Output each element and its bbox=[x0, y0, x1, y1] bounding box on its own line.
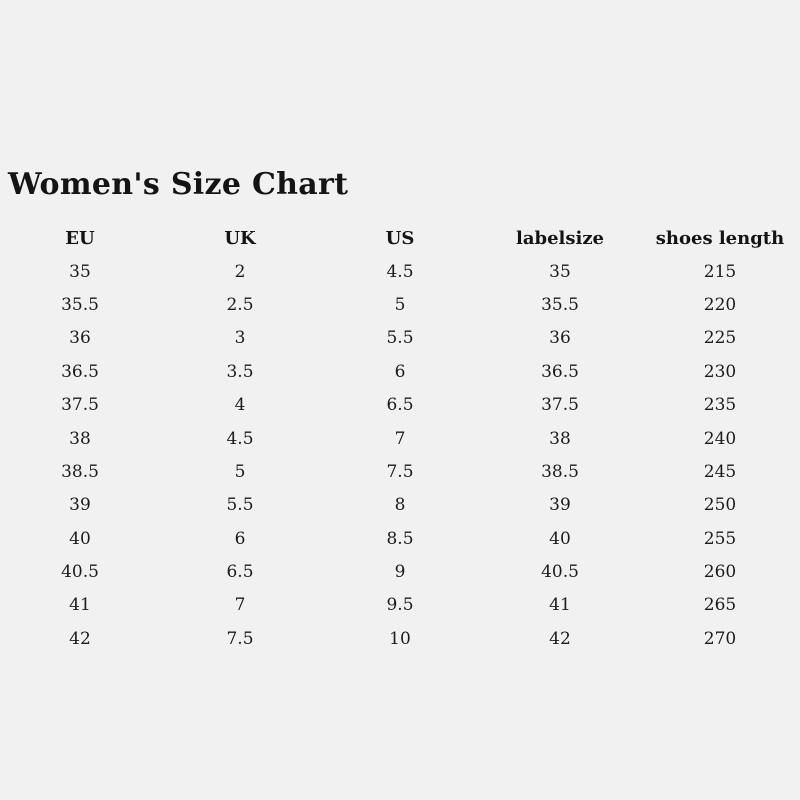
size-chart-table: EU UK US labelsize shoes length 35 2 4.5 35… bbox=[0, 222, 800, 656]
table-cell: 215 bbox=[703, 261, 737, 282]
table-row: 41 7 9.5 41 265 bbox=[0, 589, 800, 622]
table-cell: 8.5 bbox=[386, 528, 414, 549]
table-cell: 250 bbox=[703, 495, 737, 516]
table-cell: 7 bbox=[394, 428, 406, 449]
table-cell: 260 bbox=[703, 562, 737, 583]
table-cell: 7.5 bbox=[386, 461, 414, 482]
table-cell: 42 bbox=[69, 628, 91, 649]
column-header-us: US bbox=[385, 227, 415, 249]
table-cell: 41 bbox=[69, 595, 91, 616]
table-cell: 6.5 bbox=[386, 395, 414, 416]
table-cell: 2.5 bbox=[226, 294, 254, 315]
table-cell: 3.5 bbox=[226, 361, 254, 382]
table-cell: 235 bbox=[703, 395, 737, 416]
table-cell: 36.5 bbox=[541, 361, 579, 382]
table-row: 40.5 6.5 9 40.5 260 bbox=[0, 556, 800, 589]
table-cell: 42 bbox=[549, 628, 571, 649]
table-cell: 5 bbox=[234, 461, 246, 482]
table-row: 38 4.5 7 38 240 bbox=[0, 422, 800, 455]
table-row: 36 3 5.5 36 225 bbox=[0, 322, 800, 355]
table-cell: 5.5 bbox=[386, 328, 414, 349]
table-cell: 4.5 bbox=[386, 261, 414, 282]
table-cell: 255 bbox=[703, 528, 737, 549]
table-cell: 225 bbox=[703, 328, 737, 349]
table-row: 35.5 2.5 5 35.5 220 bbox=[0, 289, 800, 322]
table-cell: 39 bbox=[69, 495, 91, 516]
table-cell: 270 bbox=[703, 628, 737, 649]
table-cell: 37.5 bbox=[541, 395, 579, 416]
table-cell: 9 bbox=[394, 562, 406, 583]
table-cell: 40.5 bbox=[61, 562, 99, 583]
column-header-labelsize: labelsize bbox=[515, 227, 605, 249]
table-row: 36.5 3.5 6 36.5 230 bbox=[0, 356, 800, 389]
table-row: 37.5 4 6.5 37.5 235 bbox=[0, 389, 800, 422]
table-cell: 2 bbox=[234, 261, 246, 282]
column-header-shoes-length: shoes length bbox=[655, 227, 785, 249]
table-header-row: EU UK US labelsize shoes length bbox=[0, 222, 800, 255]
table-cell: 37.5 bbox=[61, 395, 99, 416]
column-header-eu: EU bbox=[65, 227, 95, 249]
table-cell: 3 bbox=[234, 328, 246, 349]
table-cell: 36 bbox=[549, 328, 571, 349]
table-cell: 35 bbox=[549, 261, 571, 282]
page-title: Women's Size Chart bbox=[8, 167, 349, 202]
table-cell: 38 bbox=[69, 428, 91, 449]
table-cell: 35 bbox=[69, 261, 91, 282]
table-row: 35 2 4.5 35 215 bbox=[0, 255, 800, 288]
table-cell: 39 bbox=[549, 495, 571, 516]
table-cell: 8 bbox=[394, 495, 406, 516]
table-cell: 7.5 bbox=[226, 628, 254, 649]
table-cell: 5 bbox=[394, 294, 406, 315]
table-row: 42 7.5 10 42 270 bbox=[0, 623, 800, 656]
table-cell: 230 bbox=[703, 361, 737, 382]
table-cell: 10 bbox=[389, 628, 411, 649]
table-cell: 9.5 bbox=[386, 595, 414, 616]
table-cell: 6 bbox=[394, 361, 406, 382]
table-cell: 7 bbox=[234, 595, 246, 616]
table-cell: 41 bbox=[549, 595, 571, 616]
table-row: 39 5.5 8 39 250 bbox=[0, 489, 800, 522]
table-cell: 245 bbox=[703, 461, 737, 482]
table-cell: 4.5 bbox=[226, 428, 254, 449]
table-cell: 40 bbox=[69, 528, 91, 549]
table-cell: 35.5 bbox=[61, 294, 99, 315]
table-row: 38.5 5 7.5 38.5 245 bbox=[0, 456, 800, 489]
table-cell: 38.5 bbox=[541, 461, 579, 482]
table-cell: 38 bbox=[549, 428, 571, 449]
column-header-uk: UK bbox=[224, 227, 256, 249]
table-cell: 35.5 bbox=[541, 294, 579, 315]
table-cell: 36.5 bbox=[61, 361, 99, 382]
table-cell: 40 bbox=[549, 528, 571, 549]
table-row: 40 6 8.5 40 255 bbox=[0, 523, 800, 556]
table-cell: 6.5 bbox=[226, 562, 254, 583]
table-cell: 265 bbox=[703, 595, 737, 616]
table-body: 35 2 4.5 35 215 35.5 2.5 5 35.5 220 36 3 5.5 36 225 36.… bbox=[0, 255, 800, 656]
table-cell: 36 bbox=[69, 328, 91, 349]
table-cell: 220 bbox=[703, 294, 737, 315]
table-cell: 240 bbox=[703, 428, 737, 449]
table-cell: 6 bbox=[234, 528, 246, 549]
table-cell: 4 bbox=[234, 395, 246, 416]
table-cell: 5.5 bbox=[226, 495, 254, 516]
table-cell: 38.5 bbox=[61, 461, 99, 482]
table-cell: 40.5 bbox=[541, 562, 579, 583]
